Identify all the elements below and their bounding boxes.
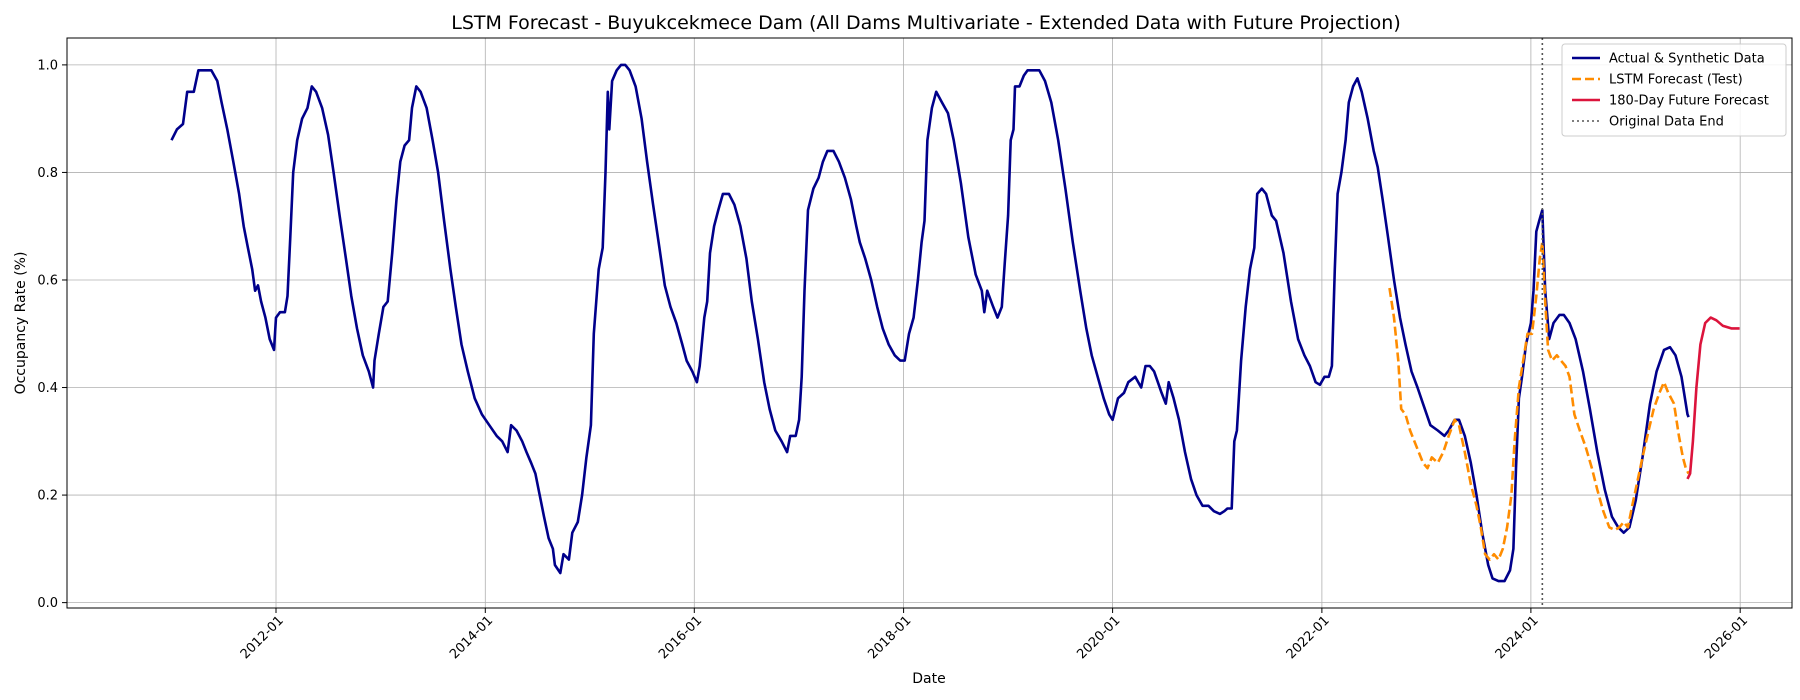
series-lstm-forecast-test-line: [1388, 241, 1690, 561]
y-tick-label: 0.4: [37, 381, 58, 396]
grid-lines: [67, 38, 1792, 608]
y-axis-label: Occupancy Rate (%): [13, 252, 29, 395]
chart-title: LSTM Forecast - Buyukcekmece Dam (All Da…: [451, 12, 1401, 34]
legend-entry-label: 180-Day Future Forecast: [1609, 94, 1769, 109]
legend-entry-label: Original Data End: [1609, 115, 1724, 130]
y-tick-label: 0.0: [37, 596, 58, 611]
y-tick-label: 0.2: [37, 489, 58, 504]
series-lines: [170, 38, 1740, 608]
legend-entry-label: Actual & Synthetic Data: [1609, 52, 1765, 67]
x-axis-label: Date: [912, 671, 945, 687]
y-tick-label: 0.8: [37, 166, 58, 181]
legend: Actual & Synthetic Data LSTM Forecast (Te…: [1561, 43, 1787, 137]
legend-entry-label: LSTM Forecast (Test): [1609, 73, 1743, 88]
series-180-day-future-forecast-line: [1686, 316, 1740, 480]
y-tick-label: 0.6: [37, 273, 58, 288]
legend-box: [1561, 43, 1787, 137]
plot-area-frame: [66, 37, 1793, 609]
series-actual-synthetic-data-line: [170, 63, 1690, 583]
y-tick-label: 1.0: [37, 58, 58, 73]
